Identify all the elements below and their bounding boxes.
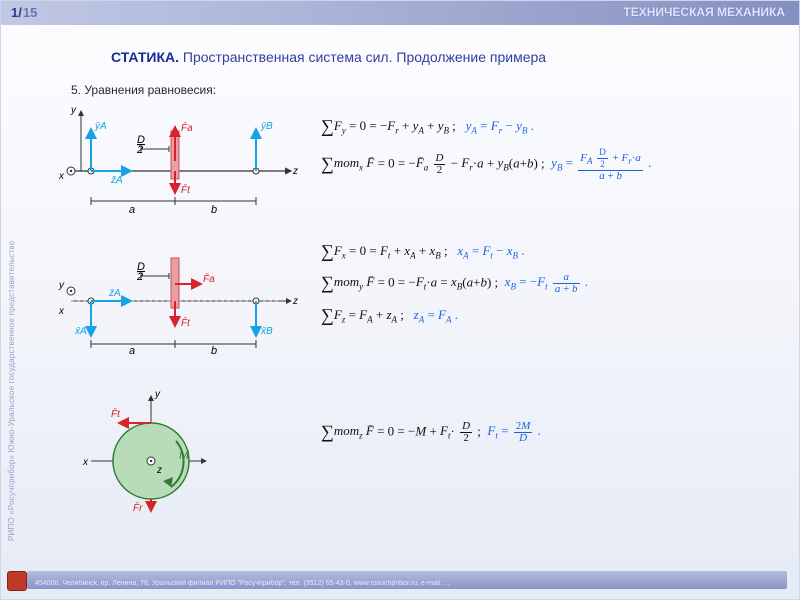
slide-counter: 1/15 bbox=[11, 5, 37, 20]
axis-y2: y bbox=[58, 280, 65, 291]
equation-block-2: ∑Fx = 0 = Ft + xA + xB ; xA = Ft − xB . … bbox=[321, 241, 761, 336]
axis-x3: x bbox=[82, 457, 89, 468]
force-ft2: F̄t bbox=[181, 316, 191, 329]
title-bold: СТАТИКА. bbox=[111, 49, 179, 65]
equation-block-1: ∑Fy = 0 = −Fr + yA + yB ; yA = Fr − yB .… bbox=[321, 116, 761, 192]
eq-2: ∑momx F̄ = 0 = −F̄a D2 − Fr·a + yB(a+b) … bbox=[321, 147, 761, 182]
slide-title: СТАТИКА. Пространственная система сил. П… bbox=[111, 49, 779, 65]
dim-a2: a bbox=[129, 345, 135, 356]
force-yb: ȳB bbox=[260, 121, 273, 132]
counter-sep: / bbox=[18, 5, 22, 20]
eq-5: ∑Fz = FA + zA ; zA = FA . bbox=[321, 305, 761, 326]
force-za2: z̄A bbox=[108, 288, 121, 299]
moment-M: M bbox=[179, 448, 189, 462]
force-xb: x̄B bbox=[260, 326, 273, 337]
force-ya: ȳA bbox=[94, 121, 107, 132]
dim-a: a bbox=[129, 204, 135, 216]
eq-4: ∑momy F̄ = 0 = −Ft·a = xB(a+b) ; xB = −F… bbox=[321, 272, 761, 295]
axis-x: x bbox=[58, 171, 65, 182]
force-za: z̄A bbox=[110, 175, 123, 186]
force-fr3: F̄r bbox=[133, 501, 143, 514]
force-ft: F̄t bbox=[181, 183, 191, 196]
footer-logo bbox=[7, 571, 27, 591]
axis-y3: y bbox=[154, 389, 161, 400]
axis-z: z bbox=[292, 166, 298, 177]
force-xa: x̄A bbox=[74, 326, 87, 337]
svg-text:2: 2 bbox=[136, 271, 143, 283]
diagram-1: z y x ȳA z̄A ȳB F̄a F̄t bbox=[41, 101, 301, 221]
force-fa: F̄a bbox=[181, 121, 193, 134]
content-area: z y x ȳA z̄A ȳB F̄a F̄t bbox=[31, 101, 779, 559]
axis-z3: z bbox=[156, 465, 162, 476]
title-rest: Пространственная система сил. Продолжени… bbox=[179, 49, 546, 65]
counter-total: 15 bbox=[23, 5, 37, 20]
section-label: 5. Уравнения равновесия: bbox=[71, 83, 216, 97]
equation-block-3: ∑momz F̄ = 0 = −M + Ft· D2 ; Ft = 2MD . bbox=[321, 421, 761, 454]
diagram-3: x y z M F̄t F̄r bbox=[71, 381, 221, 516]
eq-1: ∑Fy = 0 = −Fr + yA + yB ; yA = Fr − yB . bbox=[321, 116, 761, 137]
header-subject: ТЕХНИЧЕСКАЯ МЕХАНИКА bbox=[623, 5, 785, 19]
footer-text: 454000, Челябинск, пр. Ленина, 76, Ураль… bbox=[35, 580, 779, 587]
slide: 1/15 ТЕХНИЧЕСКАЯ МЕХАНИКА РИПО «Росучпри… bbox=[0, 0, 800, 600]
axis-z2: z bbox=[292, 296, 298, 307]
axis-y: y bbox=[70, 105, 77, 116]
force-fa2: F̄a bbox=[203, 272, 215, 285]
dim-b2: b bbox=[211, 345, 217, 356]
diagram-2: z y x z̄A x̄A x̄B F̄a F̄t bbox=[41, 236, 301, 356]
dim-b: b bbox=[211, 204, 217, 216]
eq-3: ∑Fx = 0 = Ft + xA + xB ; xA = Ft − xB . bbox=[321, 241, 761, 262]
eq-6: ∑momz F̄ = 0 = −M + Ft· D2 ; Ft = 2MD . bbox=[321, 421, 761, 444]
sidebar-attribution: РИПО «Росучприбор» Южно-Уральское госуда… bbox=[7, 241, 16, 541]
force-ft3: F̄t bbox=[111, 407, 121, 420]
svg-text:2: 2 bbox=[136, 144, 143, 156]
axis-x2: x bbox=[58, 306, 65, 317]
